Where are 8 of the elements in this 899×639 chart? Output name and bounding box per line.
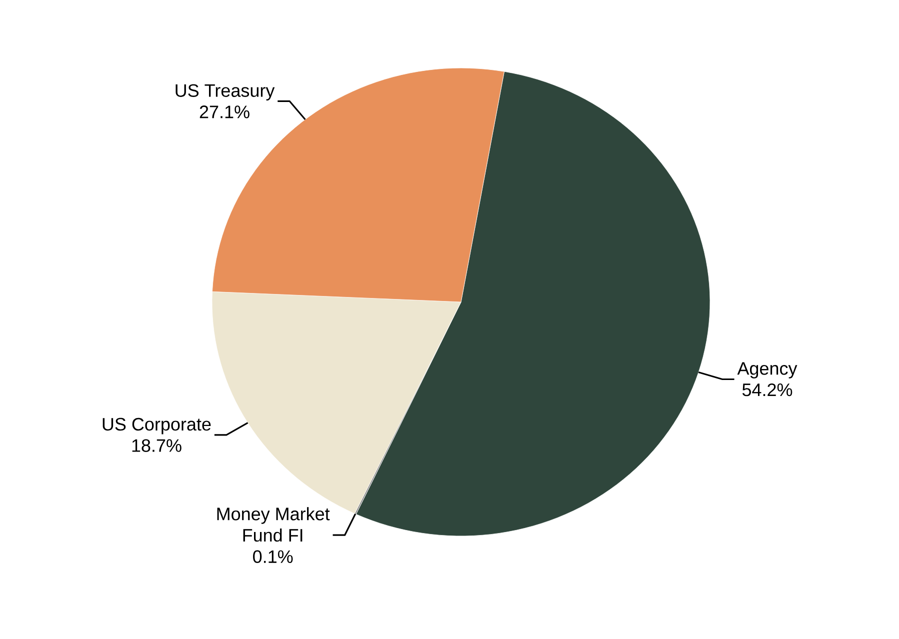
data-label: 0.1% [253, 550, 293, 564]
data-label: 18.7% [132, 439, 182, 452]
data-label: 54.2% [742, 383, 792, 396]
slice-label: US Treasury [176, 84, 275, 101]
slice-label: Money Market Fund FI [217, 507, 330, 542]
data-label: 27.1% [200, 106, 250, 118]
slice-label: US Corporate [102, 418, 211, 434]
slice-label: Agency [737, 362, 798, 378]
